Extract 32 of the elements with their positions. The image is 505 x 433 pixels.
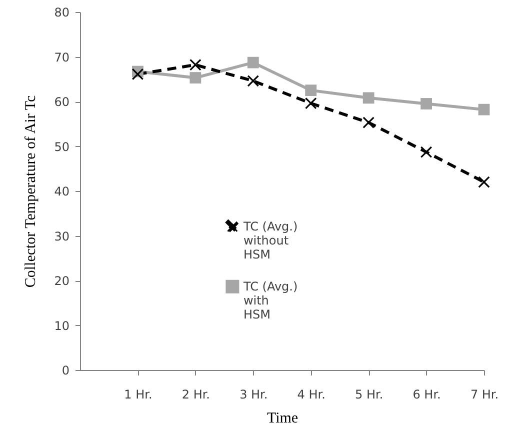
y-tick-label: 60 (54, 95, 70, 109)
y-tick-label: 10 (54, 318, 70, 333)
x-tick-label: 6 Hr. (412, 388, 441, 402)
point (362, 116, 374, 128)
y-tick-label: 0 (62, 364, 70, 378)
point (420, 98, 432, 110)
x-tick-label: 4 Hr. (297, 388, 326, 402)
point (362, 92, 374, 104)
y-axis-title: Collector Temperature of Air Tc (23, 95, 40, 288)
point (305, 98, 317, 109)
x-tick-label: 3 Hr. (240, 388, 268, 402)
legend-label: TC (Avg.) without HSM (242, 220, 298, 262)
point (132, 68, 144, 80)
point (247, 75, 259, 87)
y-tick-label: 20 (54, 274, 70, 288)
legend-label: TC (Avg.) with HSM (242, 280, 298, 322)
y-tick-label: 70 (54, 50, 70, 64)
point (478, 176, 490, 188)
x-tick-label: 2 Hr. (182, 388, 210, 402)
y-tick-label: 80 (54, 6, 70, 20)
point (478, 104, 490, 116)
point (190, 72, 202, 84)
x-axis-title: Time (266, 410, 298, 426)
y-tick-label: 30 (54, 229, 70, 244)
y-tick-label: 40 (54, 184, 70, 198)
y-tick-label: 50 (54, 140, 70, 154)
point (247, 56, 259, 68)
point (190, 59, 202, 71)
x-tick-label: 1 Hr. (124, 388, 152, 402)
x-tick-label: 7 Hr. (470, 388, 499, 402)
point (305, 84, 317, 96)
x-tick-label: 5 Hr. (355, 388, 384, 402)
